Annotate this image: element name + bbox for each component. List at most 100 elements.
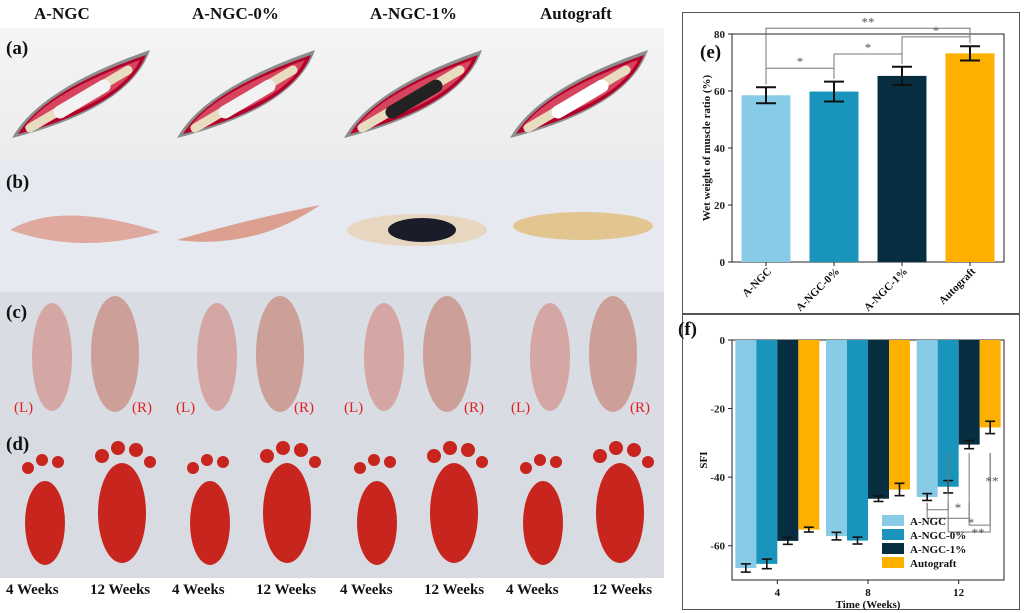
tile-graphic bbox=[22, 441, 156, 565]
nerve-conduit-illustration bbox=[498, 28, 664, 160]
significance-bracket bbox=[968, 453, 991, 526]
bar bbox=[735, 340, 757, 568]
legend-label: Autograft bbox=[910, 558, 957, 570]
bar bbox=[798, 340, 820, 530]
x-tick-label: 8 bbox=[865, 587, 871, 599]
bar bbox=[826, 340, 847, 537]
bar bbox=[847, 340, 868, 541]
significance-bracket bbox=[765, 27, 971, 85]
legend-swatch bbox=[882, 529, 904, 540]
significance-label: * bbox=[955, 500, 962, 515]
y-axis-label: Wet weight of muscle ratio (%) bbox=[701, 75, 713, 222]
tile-graphic bbox=[197, 296, 304, 412]
y-tick-label: 20 bbox=[714, 200, 726, 212]
time-label: 4 Weeks bbox=[340, 582, 393, 598]
column-header-1: A-NGC bbox=[34, 4, 90, 23]
muscle-photo bbox=[498, 292, 664, 428]
bar bbox=[945, 53, 995, 262]
conduit-photo bbox=[0, 160, 165, 292]
panel-label-b: (b) bbox=[6, 172, 30, 193]
time-label: 12 Weeks bbox=[90, 582, 151, 598]
footprint-photo bbox=[332, 428, 498, 578]
time-label: 4 Weeks bbox=[506, 582, 559, 598]
y-axis-label: SFI bbox=[698, 451, 710, 468]
column-header-2: A-NGC-0% bbox=[192, 4, 279, 23]
legend-swatch bbox=[882, 543, 904, 554]
tile-graphic bbox=[187, 441, 321, 565]
y-tick-label: 0 bbox=[720, 257, 726, 269]
tile-graphic bbox=[513, 212, 653, 240]
significance-label: * bbox=[797, 54, 804, 69]
tile-graphic bbox=[344, 50, 482, 138]
bar bbox=[741, 95, 791, 263]
footprint-photo bbox=[165, 428, 332, 578]
side-label-left: (L) bbox=[176, 400, 196, 416]
tile-graphic bbox=[12, 50, 150, 138]
bar bbox=[877, 75, 927, 263]
side-label-right: (R) bbox=[630, 400, 650, 416]
bar bbox=[868, 340, 889, 499]
legend-label: A-NGC-1% bbox=[910, 544, 966, 556]
bar bbox=[777, 340, 799, 541]
legend-swatch bbox=[882, 557, 904, 568]
tile-graphic bbox=[32, 296, 139, 412]
side-label-left: (L) bbox=[344, 400, 364, 416]
significance-label: ** bbox=[862, 14, 875, 29]
legend-label: A-NGC-0% bbox=[910, 530, 966, 542]
muscle-photo bbox=[332, 292, 498, 428]
panel-label-f: (f) bbox=[678, 319, 697, 340]
significance-label: * bbox=[933, 23, 940, 38]
side-label-left: (L) bbox=[14, 400, 34, 416]
significance-label: * bbox=[865, 40, 872, 55]
bar bbox=[889, 340, 910, 490]
tile-graphic bbox=[364, 296, 471, 412]
bar bbox=[809, 91, 859, 262]
side-label-right: (R) bbox=[132, 400, 152, 416]
y-tick-label: 40 bbox=[714, 143, 726, 155]
y-tick-label: 0 bbox=[720, 335, 726, 347]
panel-label-e: (e) bbox=[700, 42, 721, 63]
bar bbox=[916, 340, 938, 498]
column-header-4: Autograft bbox=[540, 4, 612, 23]
time-label: 12 Weeks bbox=[424, 582, 485, 598]
tile-graphic bbox=[530, 296, 637, 412]
muscle-photo bbox=[165, 292, 332, 428]
bar bbox=[937, 340, 959, 487]
panel-label-a: (a) bbox=[6, 38, 29, 59]
significance-label: ** bbox=[986, 474, 999, 489]
y-tick-label: 60 bbox=[714, 86, 726, 98]
chart-f-panel bbox=[682, 314, 1020, 610]
x-tick-label: 4 bbox=[775, 587, 781, 599]
legend-swatch bbox=[882, 515, 904, 526]
tile-graphic bbox=[347, 214, 487, 246]
significance-label: * bbox=[968, 515, 975, 530]
y-tick-label: -60 bbox=[710, 541, 725, 553]
conduit-photo bbox=[332, 160, 498, 292]
bar bbox=[756, 340, 778, 564]
y-tick-label: -20 bbox=[710, 404, 725, 416]
nerve-conduit-illustration bbox=[0, 28, 165, 160]
x-tick-label: 12 bbox=[953, 587, 965, 599]
side-label-left: (L) bbox=[511, 400, 531, 416]
y-tick-label: -40 bbox=[710, 472, 725, 484]
time-label: 12 Weeks bbox=[592, 582, 653, 598]
tile-graphic bbox=[510, 50, 648, 138]
significance-label: ** bbox=[972, 525, 985, 540]
conduit-photo bbox=[498, 160, 664, 292]
side-label-right: (R) bbox=[464, 400, 484, 416]
tile-graphic bbox=[177, 50, 315, 138]
bar bbox=[958, 340, 980, 445]
tile-graphic bbox=[10, 215, 160, 244]
chart-e-panel bbox=[682, 12, 1020, 314]
footprint-photo bbox=[498, 428, 664, 578]
tile-graphic bbox=[354, 441, 488, 565]
tile-graphic bbox=[520, 441, 654, 565]
time-label: 4 Weeks bbox=[172, 582, 225, 598]
y-tick-label: 80 bbox=[714, 29, 726, 41]
muscle-photo bbox=[0, 292, 165, 428]
footprint-photo bbox=[0, 428, 165, 578]
panel-label-c: (c) bbox=[6, 302, 28, 323]
nerve-conduit-illustration bbox=[332, 28, 498, 160]
legend-label: A-NGC bbox=[910, 516, 946, 528]
